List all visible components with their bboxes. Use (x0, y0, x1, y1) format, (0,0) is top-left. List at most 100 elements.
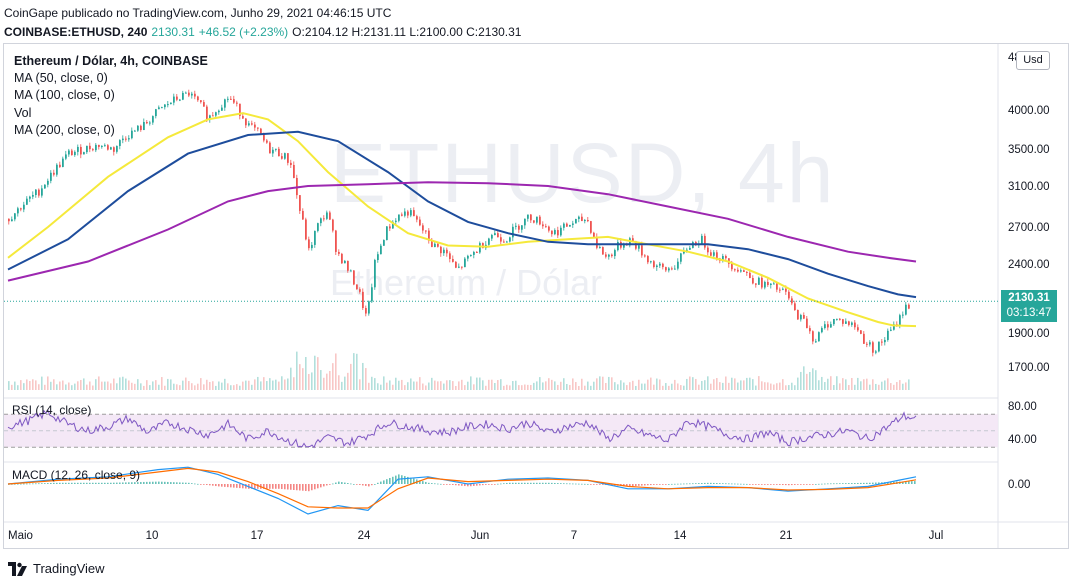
macd-histogram-bar (467, 484, 469, 487)
volume-bar (722, 382, 724, 390)
macd-histogram-bar (665, 484, 667, 485)
footer[interactable]: TradingView (8, 561, 105, 576)
macd-histogram-bar (116, 482, 118, 484)
macd-histogram-bar (338, 481, 340, 484)
candle-body (353, 270, 355, 285)
macd-histogram-bar (356, 484, 358, 485)
macd-histogram-bar (560, 483, 562, 484)
macd-histogram-bar (629, 484, 631, 487)
volume-bar (164, 385, 166, 390)
macd-histogram-bar (272, 484, 274, 489)
candle-body (854, 322, 856, 328)
candle-body (401, 214, 403, 216)
candle-body (776, 283, 778, 290)
volume-bar (92, 385, 94, 390)
volume-bar (653, 384, 655, 390)
volume-bar (341, 381, 343, 390)
volume-bar (740, 380, 742, 390)
candle-body (332, 219, 334, 231)
candle-body (740, 270, 742, 272)
candle-body (29, 196, 31, 199)
volume-bar (446, 380, 448, 390)
macd-histogram-bar (410, 477, 412, 484)
candle-body (314, 230, 316, 245)
volume-bar (689, 376, 691, 390)
volume-bar (527, 384, 529, 390)
candle-body (623, 243, 625, 248)
candle-body (125, 138, 127, 140)
volume-bar (485, 385, 487, 390)
macd-histogram-bar (95, 482, 97, 484)
macd-histogram-bar (875, 482, 877, 484)
macd-histogram-bar (446, 484, 448, 485)
macd-histogram-bar (677, 483, 679, 485)
macd-histogram-bar (632, 484, 634, 487)
legend-vol[interactable]: Vol (14, 105, 32, 120)
macd-histogram-bar (485, 484, 487, 485)
volume-bar (149, 385, 151, 390)
macd-histogram-bar (449, 484, 451, 485)
macd-histogram-bar (404, 476, 406, 484)
macd-histogram-bar (41, 483, 43, 485)
candle-body (881, 341, 883, 343)
candle-body (155, 109, 157, 117)
macd-histogram-bar (863, 482, 865, 484)
candle-body (374, 260, 376, 288)
candle-body (380, 245, 382, 255)
macd-histogram-bar (86, 482, 88, 484)
volume-bar (698, 384, 700, 390)
macd-histogram-bar (902, 481, 904, 484)
volume-bar (809, 372, 811, 390)
candle-body (86, 145, 88, 153)
candle-body (95, 144, 97, 151)
macd-histogram-bar (530, 482, 532, 484)
volume-bar (473, 384, 475, 390)
symbol: COINBASE:ETHUSD, 240 (4, 25, 148, 39)
candle-body (809, 328, 811, 332)
macd-histogram-bar (104, 482, 106, 484)
macd-histogram-bar (407, 476, 409, 484)
volume-bar (14, 381, 16, 390)
macd-histogram-bar (320, 484, 322, 488)
volume-bar (224, 378, 226, 390)
macd-histogram-bar (806, 484, 808, 485)
legend-ma50[interactable]: MA (50, close, 0) (14, 71, 108, 86)
candle-body (404, 211, 406, 216)
candle-body (701, 235, 703, 244)
candle-body (65, 154, 67, 159)
macd-histogram-bar (755, 484, 757, 485)
candle-body (647, 256, 649, 263)
candle-body (173, 96, 175, 103)
candle-body (119, 140, 121, 146)
macd-histogram-bar (797, 484, 799, 485)
candle-body (725, 255, 727, 259)
volume-bar (644, 383, 646, 390)
volume-bar (578, 385, 580, 390)
volume-bar (470, 376, 472, 390)
macd-histogram-bar (599, 484, 601, 485)
volume-bar (881, 381, 883, 390)
macd-histogram-bar (389, 478, 391, 484)
legend-ma100[interactable]: MA (100, close, 0) (14, 88, 115, 103)
volume-bar (179, 385, 181, 390)
candle-body (74, 151, 76, 156)
macd-label[interactable]: MACD (12, 26, close, 9) (12, 468, 141, 482)
legend-ma200[interactable]: MA (200, close, 0) (14, 122, 115, 137)
macd-histogram-bar (83, 482, 85, 484)
candle-body (23, 204, 25, 210)
candle-body (908, 304, 910, 309)
macd-histogram-bar (200, 484, 202, 485)
volume-bar (401, 379, 403, 390)
rsi-label[interactable]: RSI (14, close) (12, 403, 92, 417)
ma200-line (7, 181, 917, 282)
macd-histogram-bar (746, 483, 748, 485)
volume-bar (773, 384, 775, 390)
macd-histogram-bar (23, 483, 25, 485)
volume-bar (35, 380, 37, 390)
candle-body (848, 321, 850, 325)
currency-button[interactable]: Usd (1016, 51, 1050, 70)
candle-body (377, 254, 379, 261)
candle-body (653, 261, 655, 267)
last-price: 2130.31 (151, 25, 195, 39)
